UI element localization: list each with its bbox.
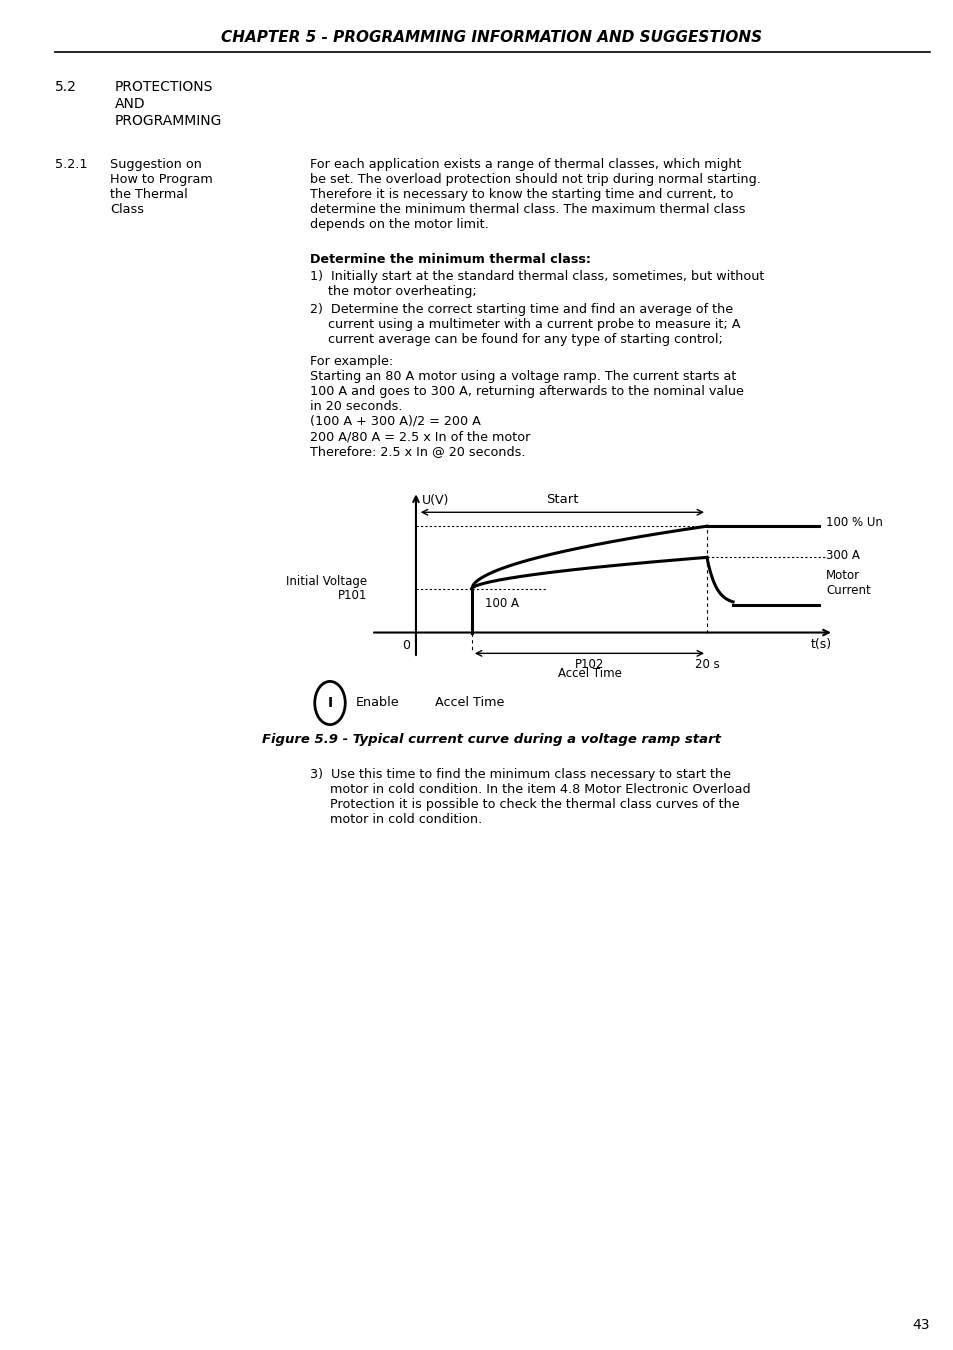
Text: I: I: [327, 697, 333, 710]
Text: PROGRAMMING: PROGRAMMING: [115, 113, 222, 128]
Text: Motor
Current: Motor Current: [825, 570, 870, 598]
Text: Enable: Enable: [355, 697, 399, 710]
Text: 2)  Determine the correct starting time and find an average of the: 2) Determine the correct starting time a…: [310, 302, 732, 316]
Text: Protection it is possible to check the thermal class curves of the: Protection it is possible to check the t…: [310, 798, 739, 811]
Text: Therefore it is necessary to know the starting time and current, to: Therefore it is necessary to know the st…: [310, 188, 733, 201]
Text: motor in cold condition.: motor in cold condition.: [310, 813, 482, 826]
Text: 43: 43: [911, 1318, 929, 1332]
Text: current using a multimeter with a current probe to measure it; A: current using a multimeter with a curren…: [328, 319, 740, 331]
Text: 0: 0: [402, 640, 410, 652]
Text: Class: Class: [110, 202, 144, 216]
Text: 100 A and goes to 300 A, returning afterwards to the nominal value: 100 A and goes to 300 A, returning after…: [310, 385, 743, 398]
Text: For example:: For example:: [310, 355, 393, 369]
Text: AND: AND: [115, 97, 146, 111]
Text: motor in cold condition. In the item 4.8 Motor Electronic Overload: motor in cold condition. In the item 4.8…: [310, 783, 750, 796]
Text: Figure 5.9 - Typical current curve during a voltage ramp start: Figure 5.9 - Typical current curve durin…: [262, 733, 720, 747]
Text: Suggestion on: Suggestion on: [110, 158, 202, 171]
Text: 1)  Initially start at the standard thermal class, sometimes, but without: 1) Initially start at the standard therm…: [310, 270, 763, 284]
Text: Accel Time: Accel Time: [557, 667, 620, 680]
Text: be set. The overload protection should not trip during normal starting.: be set. The overload protection should n…: [310, 173, 760, 186]
Text: How to Program: How to Program: [110, 173, 213, 186]
Text: (100 A + 300 A)/2 = 200 A: (100 A + 300 A)/2 = 200 A: [310, 414, 480, 428]
Text: For each application exists a range of thermal classes, which might: For each application exists a range of t…: [310, 158, 740, 171]
Text: current average can be found for any type of starting control;: current average can be found for any typ…: [328, 333, 722, 346]
Text: in 20 seconds.: in 20 seconds.: [310, 400, 402, 413]
Text: determine the minimum thermal class. The maximum thermal class: determine the minimum thermal class. The…: [310, 202, 744, 216]
Text: the Thermal: the Thermal: [110, 188, 188, 201]
Text: 5.2: 5.2: [55, 80, 77, 94]
Text: 20 s: 20 s: [694, 657, 719, 671]
Text: Start: Start: [545, 494, 578, 506]
Text: Accel Time: Accel Time: [435, 697, 504, 710]
Text: 100 % Un: 100 % Un: [825, 516, 882, 529]
Text: P102: P102: [574, 657, 603, 671]
Text: 300 A: 300 A: [825, 548, 860, 562]
Text: the motor overheating;: the motor overheating;: [328, 285, 476, 298]
Text: English: English: [935, 362, 945, 408]
Text: depends on the motor limit.: depends on the motor limit.: [310, 217, 488, 231]
Text: 100 A: 100 A: [484, 597, 518, 610]
Text: 3)  Use this time to find the minimum class necessary to start the: 3) Use this time to find the minimum cla…: [310, 768, 730, 782]
Text: Initial Voltage: Initial Voltage: [286, 575, 367, 589]
Text: t(s): t(s): [810, 639, 831, 651]
Text: Therefore: 2.5 x In @ 20 seconds.: Therefore: 2.5 x In @ 20 seconds.: [310, 446, 525, 458]
Text: CHAPTER 5 - PROGRAMMING INFORMATION AND SUGGESTIONS: CHAPTER 5 - PROGRAMMING INFORMATION AND …: [221, 31, 761, 46]
Text: Determine the minimum thermal class:: Determine the minimum thermal class:: [310, 252, 590, 266]
Text: PROTECTIONS: PROTECTIONS: [115, 80, 213, 94]
Text: U(V): U(V): [421, 494, 449, 506]
Text: P101: P101: [337, 589, 367, 602]
Text: 5.2.1: 5.2.1: [55, 158, 88, 171]
Text: 200 A/80 A = 2.5 x In of the motor: 200 A/80 A = 2.5 x In of the motor: [310, 431, 530, 443]
Text: Starting an 80 A motor using a voltage ramp. The current starts at: Starting an 80 A motor using a voltage r…: [310, 370, 736, 383]
